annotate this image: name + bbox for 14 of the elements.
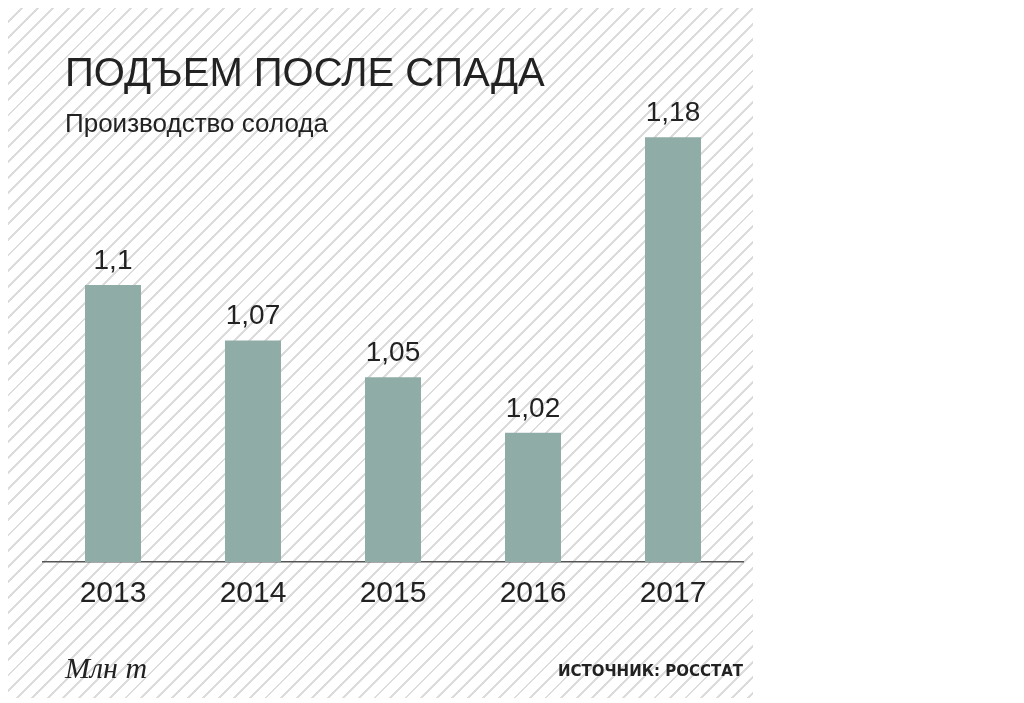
x-tick-label: 2016 xyxy=(499,575,567,609)
annotation: Млн т xyxy=(64,651,148,684)
x-tick-label: 2017 xyxy=(639,575,707,609)
data-label: 1,1 xyxy=(93,244,133,275)
data-label: 1,02 xyxy=(505,391,561,423)
data-label: 1,05 xyxy=(365,336,421,368)
x-tick-label: 2014 xyxy=(219,575,287,609)
chart-subtitle: Производство солода xyxy=(65,108,329,138)
x-tick-label: 2015 xyxy=(359,575,427,609)
chart-title: ПОДЪЕМ ПОСЛЕ СПАДА xyxy=(65,50,546,94)
x-tick-label: 2013 xyxy=(79,575,147,609)
annotation: ИСТОЧНИК: РОССТАТ xyxy=(557,662,744,680)
data-label: 1,18 xyxy=(645,96,701,128)
data-label: 1,07 xyxy=(225,299,281,331)
